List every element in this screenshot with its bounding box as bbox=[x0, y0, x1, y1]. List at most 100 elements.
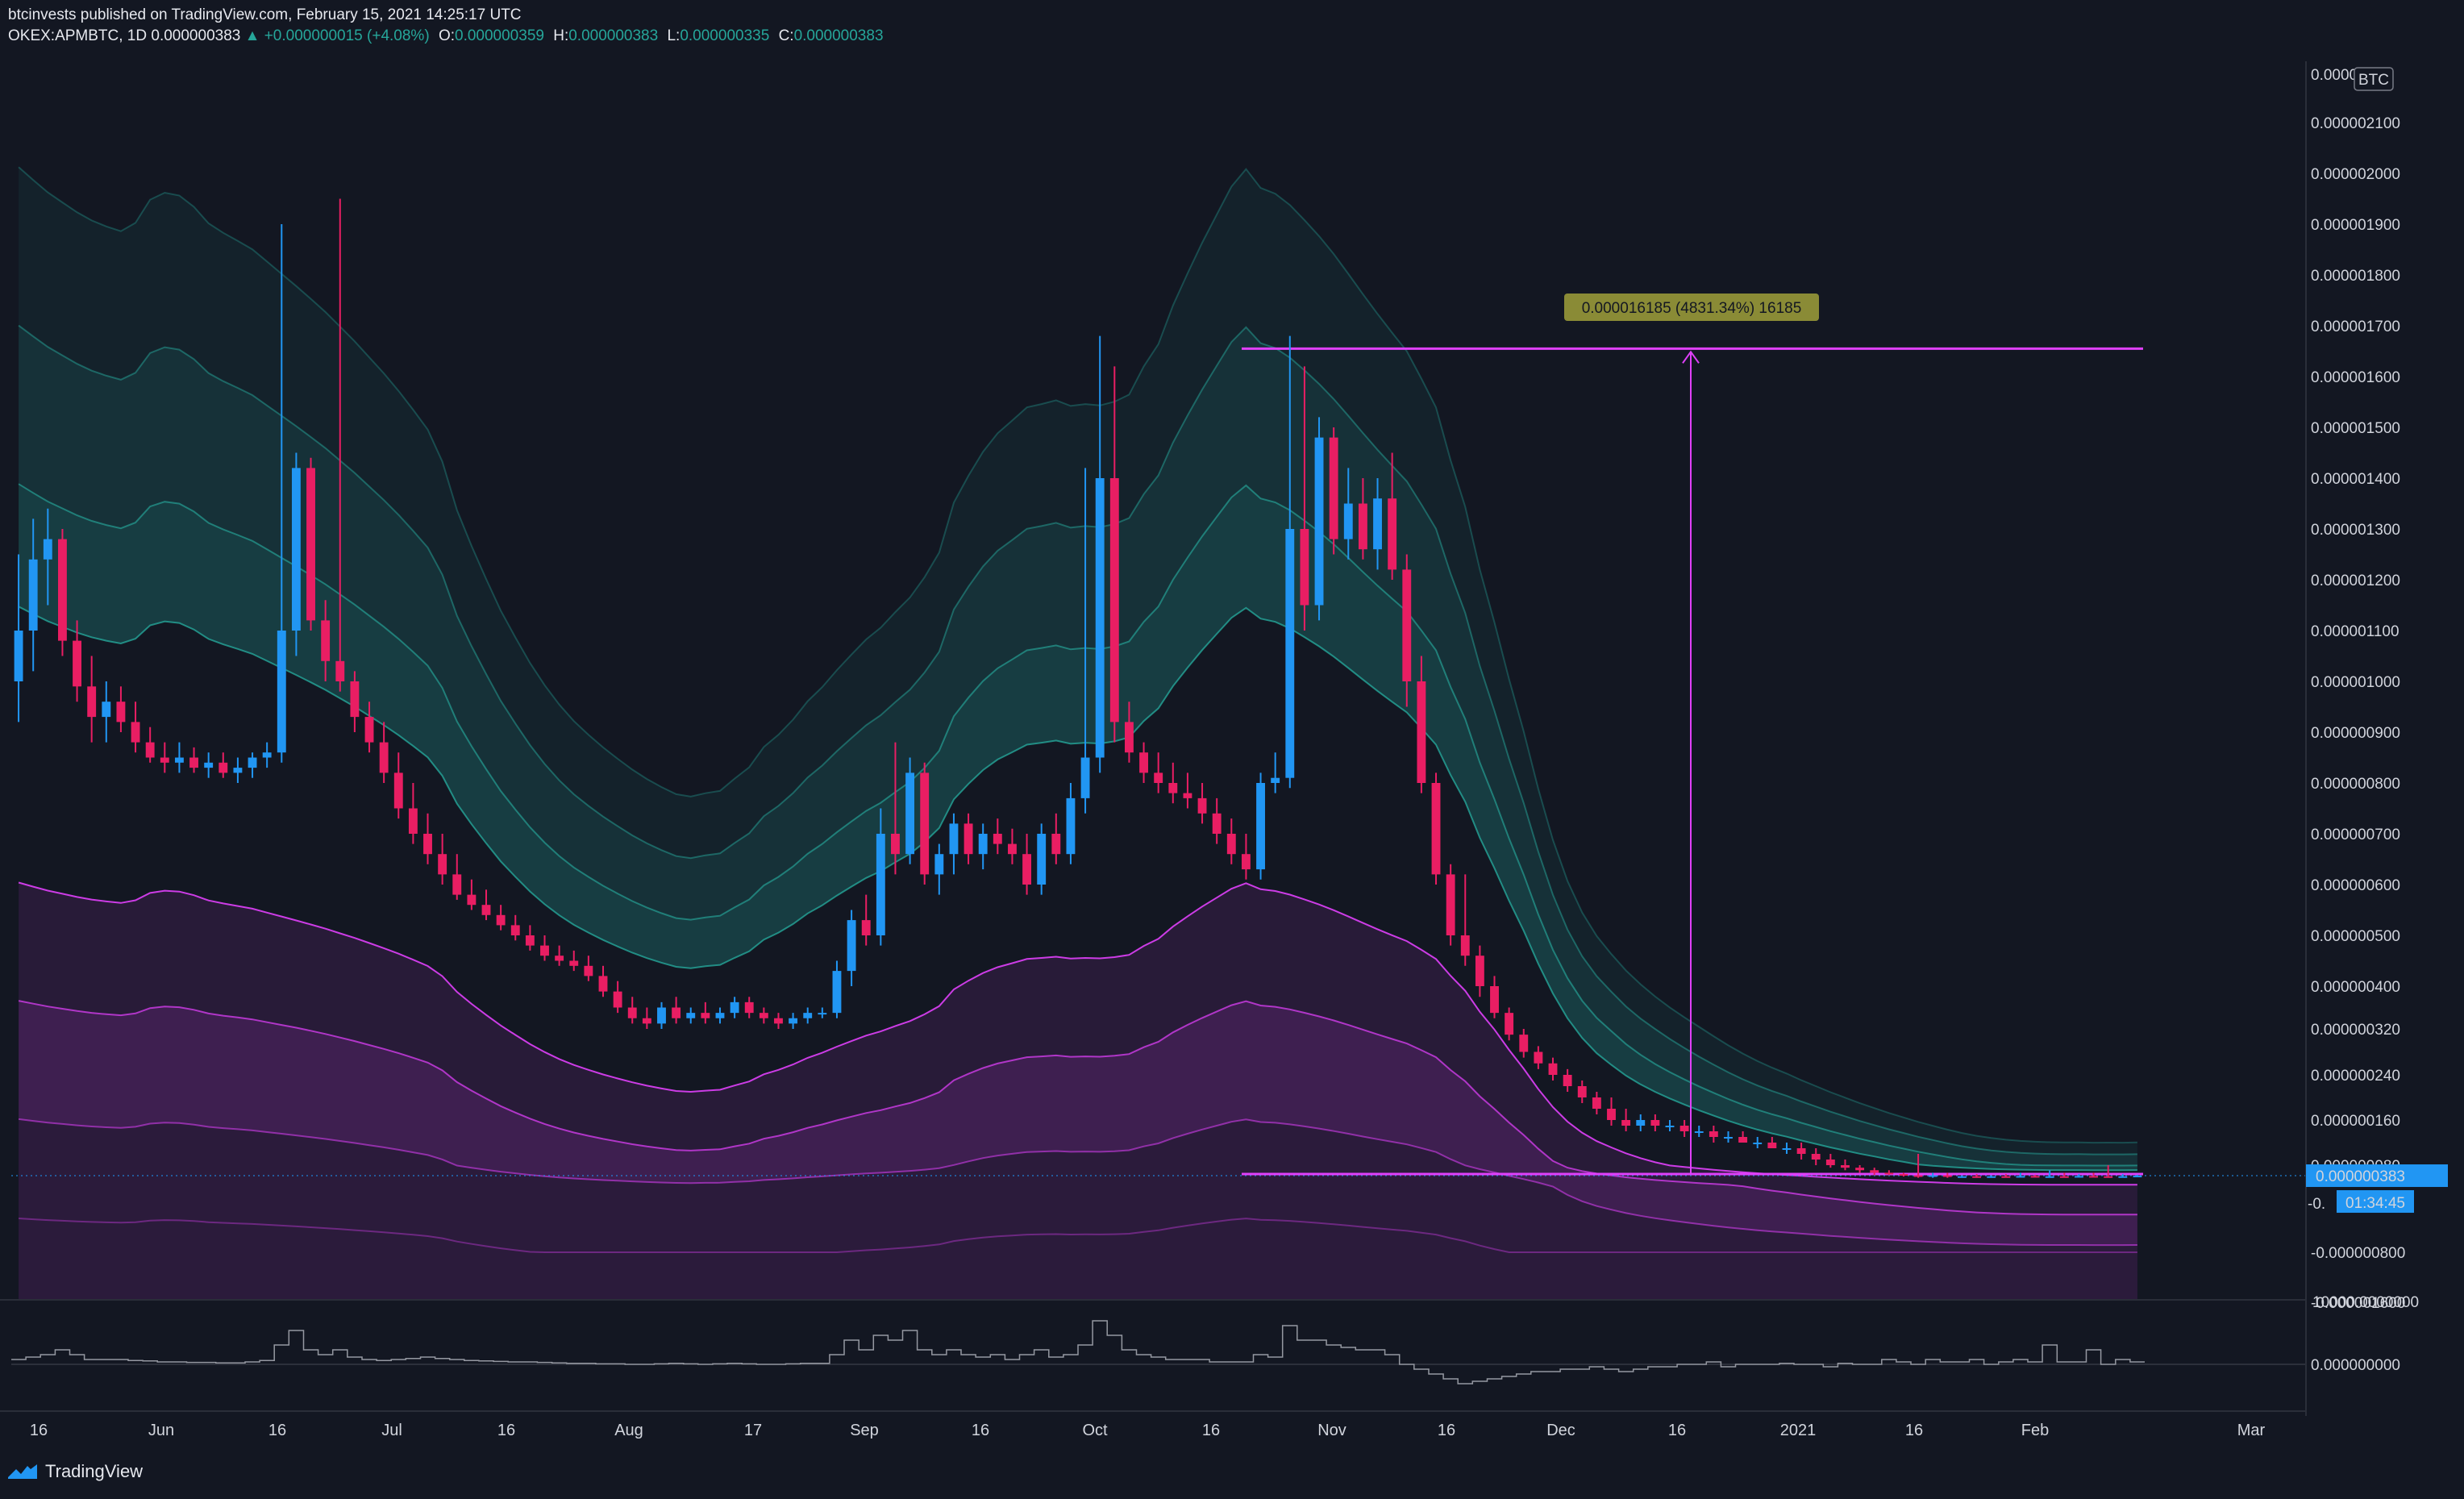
time-label: 2021 bbox=[1780, 1422, 1817, 1439]
candle bbox=[1548, 1057, 1558, 1081]
price-label: -0.000000800 bbox=[2311, 1245, 2405, 1262]
time-label: 16 bbox=[972, 1422, 989, 1439]
magenta-band-line bbox=[18, 1118, 2137, 1247]
candle-body bbox=[1534, 1051, 1543, 1064]
high-label: H: bbox=[553, 27, 569, 44]
candle-body bbox=[379, 742, 389, 773]
candle-body bbox=[949, 823, 959, 855]
candle bbox=[204, 752, 214, 778]
candle-body bbox=[1636, 1120, 1646, 1126]
candle-body bbox=[1490, 986, 1499, 1014]
candle bbox=[14, 554, 23, 722]
candle bbox=[321, 600, 331, 681]
candle-body bbox=[525, 935, 535, 946]
teal-band-inner bbox=[19, 484, 2137, 1171]
candle-body bbox=[1724, 1137, 1733, 1139]
candle bbox=[1679, 1120, 1689, 1137]
candle bbox=[803, 1007, 813, 1024]
candle-body bbox=[1226, 834, 1236, 855]
open-value: 0.000000359 bbox=[455, 27, 544, 44]
candle bbox=[1212, 797, 1222, 844]
candle bbox=[2133, 1174, 2142, 1178]
candle-body bbox=[1168, 783, 1178, 793]
candle bbox=[1168, 762, 1178, 804]
candle-body bbox=[262, 752, 272, 758]
low-label: L: bbox=[667, 27, 681, 44]
candle bbox=[978, 823, 988, 870]
price-label: 0.000001500 bbox=[2311, 420, 2400, 437]
candle-body bbox=[1519, 1035, 1529, 1052]
measure-tool[interactable]: 0.000016185 (4831.34%) 16185 bbox=[1242, 294, 2143, 1176]
time-label: Feb bbox=[2021, 1422, 2049, 1439]
candle bbox=[116, 686, 126, 732]
time-scale[interactable]: 16 Jun 16 Jul 16 Aug 17 Sep 16 Oct 16 Nov 16 Dec 16 202… bbox=[0, 1410, 2306, 1439]
candle-body bbox=[993, 834, 1002, 844]
candle-body bbox=[1373, 498, 1382, 550]
candle bbox=[291, 452, 301, 656]
candle-body bbox=[891, 834, 900, 855]
candle-body bbox=[1505, 1013, 1514, 1035]
candles-layer bbox=[14, 198, 2142, 1178]
candle-body bbox=[248, 757, 257, 768]
candle bbox=[1738, 1131, 1748, 1143]
candle bbox=[233, 757, 243, 783]
chart-header: btcinvests published on TradingView.com,… bbox=[8, 5, 884, 47]
candle bbox=[920, 762, 930, 885]
teal-band-mid bbox=[19, 325, 2137, 1171]
candle bbox=[467, 879, 477, 910]
candle bbox=[1709, 1126, 1718, 1143]
candle-body bbox=[277, 631, 286, 753]
candle-body bbox=[1124, 722, 1134, 753]
teal-band-line bbox=[18, 324, 2137, 1155]
candle-body bbox=[1241, 854, 1251, 870]
candle-body bbox=[1796, 1148, 1806, 1154]
candle-body bbox=[642, 1018, 651, 1024]
publisher-line: btcinvests published on TradingView.com,… bbox=[8, 6, 522, 23]
candle bbox=[657, 1001, 666, 1029]
price-label: 0.000000160 bbox=[2311, 1113, 2400, 1130]
candle bbox=[1665, 1120, 1675, 1131]
candle bbox=[832, 960, 842, 1018]
candle-body bbox=[1343, 503, 1353, 539]
candle bbox=[335, 198, 345, 692]
symbol: OKEX:APMBTC, 1D bbox=[8, 27, 148, 44]
high-value: 0.000000383 bbox=[568, 27, 659, 44]
candle-body bbox=[438, 854, 447, 875]
candle bbox=[1358, 478, 1367, 560]
candle-body bbox=[2133, 1176, 2142, 1178]
candle-body bbox=[510, 925, 520, 935]
candle-body bbox=[1431, 783, 1441, 875]
candle bbox=[1402, 554, 1412, 707]
candle-body bbox=[1329, 437, 1338, 539]
price-label: 0.000000800 bbox=[2311, 776, 2400, 793]
candle-body bbox=[189, 757, 198, 768]
last-price-text: 0.000000383 bbox=[151, 27, 241, 44]
time-label: Aug bbox=[614, 1422, 643, 1439]
candle bbox=[1884, 1170, 1894, 1176]
candle-body bbox=[1913, 1175, 1923, 1177]
price-scale-bg bbox=[2306, 61, 2464, 1416]
countdown-bg bbox=[2337, 1190, 2414, 1214]
candle bbox=[1913, 1154, 1923, 1178]
candle-body bbox=[43, 539, 52, 560]
candle bbox=[949, 813, 959, 875]
candle bbox=[1051, 813, 1061, 864]
candle-body bbox=[160, 757, 169, 763]
candle-body bbox=[1402, 569, 1412, 681]
candle-body bbox=[1767, 1143, 1777, 1148]
tradingview-logo[interactable]: TradingView bbox=[6, 1461, 143, 1482]
candle bbox=[174, 742, 184, 773]
candle bbox=[350, 671, 360, 732]
candle bbox=[584, 956, 593, 981]
candle-body bbox=[759, 1013, 768, 1018]
volume-scale-label: 0.000000000 bbox=[2311, 1357, 2400, 1374]
candle-body bbox=[1870, 1170, 1879, 1173]
last-price-neg-partial: -0. bbox=[2308, 1196, 2325, 1213]
candle bbox=[438, 834, 447, 885]
candle bbox=[1942, 1172, 1952, 1178]
volume-pane bbox=[11, 1320, 2306, 1384]
candle-body bbox=[744, 1001, 754, 1014]
plot-background bbox=[0, 61, 2306, 1300]
